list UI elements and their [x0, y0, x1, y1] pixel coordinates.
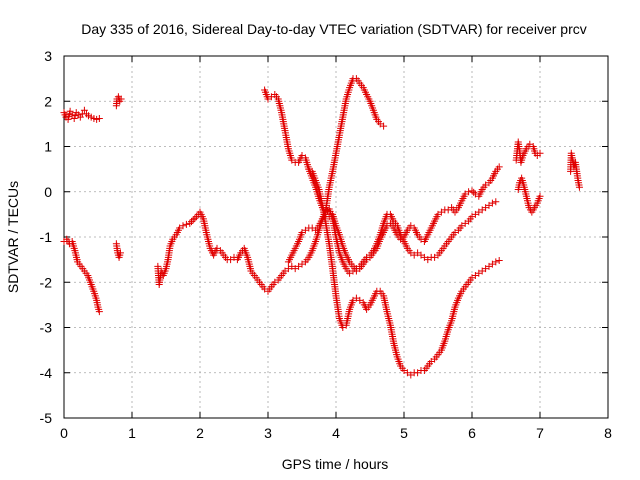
x-tick-label: 8 [604, 425, 612, 441]
data-point [182, 220, 190, 228]
x-tick-labels: 0 1 2 3 4 5 6 7 8 [60, 425, 612, 441]
data-point [179, 222, 187, 230]
x-tick-label: 0 [60, 425, 68, 441]
x-tick-label: 3 [264, 425, 272, 441]
y-tick-label: -5 [40, 410, 53, 426]
data-point [189, 216, 197, 224]
data-point [495, 163, 503, 171]
x-axis-label: GPS time / hours [282, 456, 389, 472]
data-point [191, 214, 199, 222]
data-point [468, 187, 476, 195]
data-point [186, 219, 194, 227]
x-tick-label: 2 [196, 425, 204, 441]
x-tick-label: 5 [400, 425, 408, 441]
axis-ticks [63, 55, 609, 419]
y-tick-label: -4 [40, 365, 53, 381]
data-point [188, 218, 195, 226]
data-point [470, 188, 478, 196]
y-tick-label: -1 [40, 229, 53, 245]
x-tick-label: 6 [468, 425, 476, 441]
data-point [68, 111, 76, 119]
data-point [116, 249, 124, 257]
data-point [71, 112, 79, 120]
data-point [492, 258, 500, 266]
data-point [117, 95, 125, 103]
data-point [465, 188, 473, 196]
data-point [488, 199, 496, 207]
x-tick-label: 1 [128, 425, 136, 441]
data-point [536, 149, 544, 157]
chart-title: Day 335 of 2016, Sidereal Day-to-day VTE… [81, 21, 587, 37]
data-point [95, 114, 103, 122]
data-point [492, 198, 500, 206]
data-point [70, 114, 78, 122]
data-point [575, 183, 583, 191]
data-point [95, 308, 103, 316]
y-tick-label: -3 [40, 320, 53, 336]
data-point [536, 192, 544, 200]
data-point [495, 257, 503, 265]
y-tick-label: 3 [44, 48, 52, 64]
data-points [60, 75, 583, 379]
data-point [66, 107, 74, 115]
y-tick-label: 1 [44, 139, 52, 155]
x-tick-label: 4 [332, 425, 340, 441]
y-axis-label: SDTVAR / TECUs [5, 181, 21, 293]
y-tick-label: -2 [40, 274, 53, 290]
y-tick-label: 0 [44, 184, 52, 200]
data-point [380, 122, 388, 130]
x-tick-label: 7 [536, 425, 544, 441]
data-point [80, 106, 88, 114]
y-tick-labels: -5 -4 -3 -2 -1 0 1 2 3 [40, 48, 53, 426]
y-tick-label: 2 [44, 93, 52, 109]
